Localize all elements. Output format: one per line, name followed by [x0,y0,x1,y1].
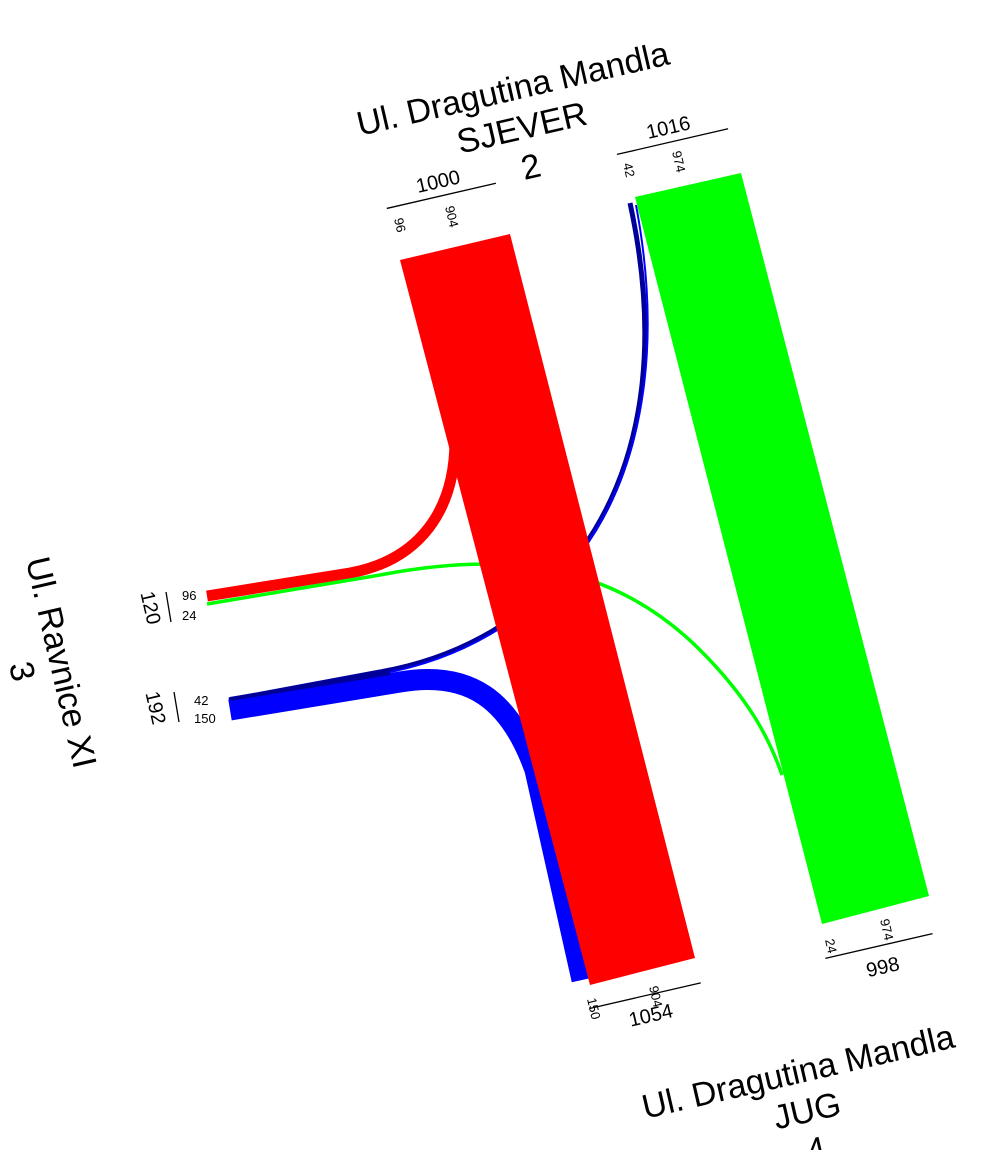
west-approach-label: Ul. Ravnice XI 3 [1,553,103,771]
north-exiting-left-flow: 42 [620,161,638,178]
west-exiting-total: 120 [136,589,165,626]
north-entering-through-flow: 904 [442,204,461,229]
flow-jug-to-ravnice [206,562,784,776]
flow-ravnice-to-jug-edge [229,671,391,701]
flow-ravnice-to-sjever-highlight [231,204,649,703]
south-entering-rule [825,933,933,960]
west-approach-number: 3 [1,658,42,685]
north-entering-counts: 1000 [386,166,497,210]
flow-ravnice-to-sjever [228,202,648,703]
north-approach-number: 2 [517,147,544,188]
west-entering-total-group: 192 [141,689,170,726]
north-entering-rule [386,182,497,210]
flow-ravnice-to-jug [228,668,593,983]
flow-sjever-to-jug [400,234,695,985]
west-exiting-flow-a: 96 [182,588,196,603]
south-exiting-left-flow: 150 [584,996,603,1021]
west-entering-flow-a: 42 [194,693,208,708]
south-exiting-rule [589,982,701,1010]
south-approach-number: 4 [803,1130,830,1150]
west-entering-total: 192 [141,689,170,726]
south-entering-total: 998 [864,953,901,982]
flow-sjever-to-ravnice [206,439,461,602]
south-approach-label: Ul. Dragutina Mandla JUG 4 [638,1018,958,1155]
north-exiting-through-flow: 974 [669,149,688,174]
south-entering-through-flow: 974 [877,917,896,942]
north-approach-label: Ul. Dragutina Mandla SJEVER 2 [353,35,673,188]
west-entering-rule [173,691,180,723]
north-exiting-rule [616,128,729,156]
south-entering-left-flow: 24 [822,937,840,954]
south-entering-counts: 998 [825,933,933,982]
west-entering-flow-b: 150 [194,711,216,726]
flow-jug-to-sjever [635,173,929,924]
north-exiting-counts: 1016 [616,112,729,156]
west-exiting-total-group: 120 [136,589,165,626]
north-entering-left-flow: 96 [391,216,409,233]
west-exiting-flow-b: 24 [182,608,196,623]
west-exiting-rule [165,591,172,623]
south-exiting-through-flow: 904 [646,984,665,1009]
